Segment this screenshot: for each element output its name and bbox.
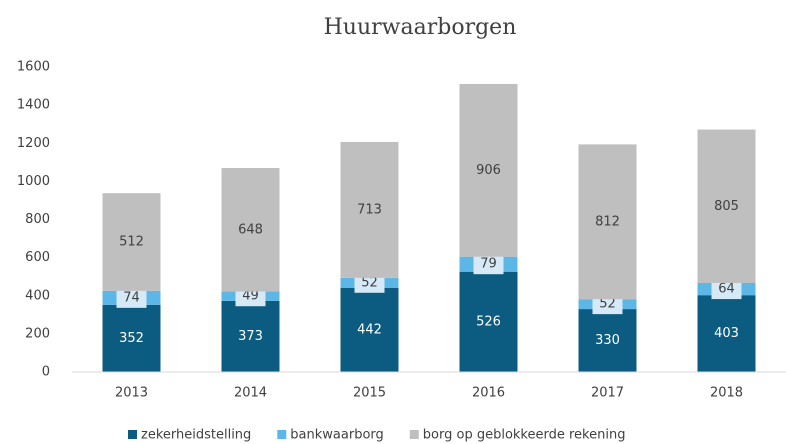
data-label: 52: [361, 275, 378, 290]
bar-segment: [221, 168, 280, 292]
legend-swatch: [128, 430, 137, 439]
x-tick-label: 2015: [353, 386, 386, 401]
bar-segment: [578, 309, 637, 372]
y-tick-label: 1400: [17, 98, 50, 113]
data-label: 330: [595, 333, 620, 348]
x-tick-label: 2016: [472, 386, 505, 401]
y-tick-label: 200: [25, 326, 50, 341]
data-label: 403: [714, 326, 739, 341]
data-label: 64: [718, 282, 735, 297]
data-label: 648: [238, 222, 263, 237]
data-label: 906: [476, 163, 501, 178]
data-label: 373: [238, 329, 263, 344]
data-label-box: [473, 254, 504, 275]
bar-segment: [697, 129, 756, 283]
bar-segment: [697, 295, 756, 372]
bar-segment: [459, 271, 518, 372]
data-label: 352: [119, 331, 144, 346]
data-label-box: [711, 279, 742, 300]
legend-label: borg op geblokkeerde rekening: [423, 428, 626, 443]
data-label: 805: [714, 199, 739, 214]
data-label: 49: [242, 289, 259, 304]
bar-segment: [578, 144, 637, 300]
data-label: 713: [357, 202, 382, 217]
y-tick-label: 1000: [17, 174, 50, 189]
y-tick-label: 0: [42, 365, 50, 380]
legend-label: bankwaarborg: [290, 428, 383, 443]
legend-swatch: [409, 430, 419, 439]
legend-label: zekerheidstelling: [141, 428, 251, 443]
y-tick-label: 600: [25, 250, 50, 265]
data-label: 812: [595, 214, 620, 229]
y-tick-label: 1200: [17, 136, 50, 151]
data-label: 526: [476, 314, 501, 329]
bar-segment: [340, 287, 399, 372]
bar-segment: [221, 300, 280, 372]
data-label: 52: [599, 297, 616, 312]
data-label-box: [116, 287, 147, 308]
y-tick-label: 400: [25, 288, 50, 303]
bar-segment: [340, 141, 399, 278]
chart-title: Huurwaarborgen: [324, 15, 517, 40]
data-label: 79: [480, 257, 497, 272]
bar-segment: [459, 83, 518, 257]
x-tick-label: 2018: [710, 386, 743, 401]
y-tick-label: 800: [25, 212, 50, 227]
data-label: 442: [357, 322, 382, 337]
data-label: 74: [123, 290, 140, 305]
x-tick-label: 2017: [591, 386, 624, 401]
x-tick-label: 2013: [115, 386, 148, 401]
bar-segment: [102, 304, 161, 372]
data-label: 512: [119, 234, 144, 249]
y-tick-label: 1600: [17, 60, 50, 75]
x-tick-label: 2014: [234, 386, 267, 401]
legend-swatch: [277, 430, 287, 439]
bar-segment: [102, 193, 161, 291]
